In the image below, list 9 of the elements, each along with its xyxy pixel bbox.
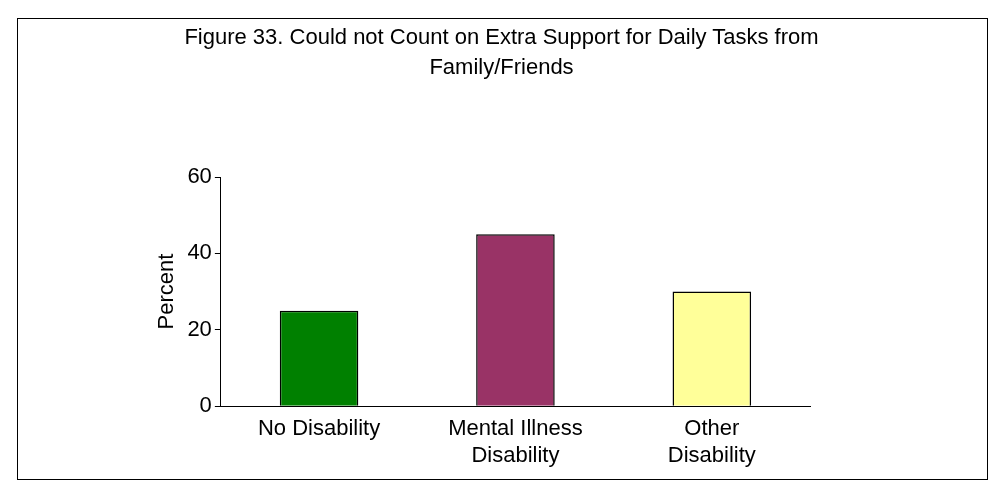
y-tick-label: 60 xyxy=(187,163,212,189)
y-tick-label: 0 xyxy=(199,392,212,418)
x-tick-label: Other Disability xyxy=(667,415,756,467)
chart-title: Figure 33. Could not Count on Extra Support for Daily Tasks from Family/Friends xyxy=(183,23,820,81)
y-axis-title: Percent xyxy=(153,253,179,330)
y-tick-label: 40 xyxy=(187,239,212,265)
y-tick-label: 20 xyxy=(187,315,212,341)
x-tick-label: Mental Illness Disability xyxy=(448,415,583,467)
x-tick-label: No Disability xyxy=(257,415,381,441)
